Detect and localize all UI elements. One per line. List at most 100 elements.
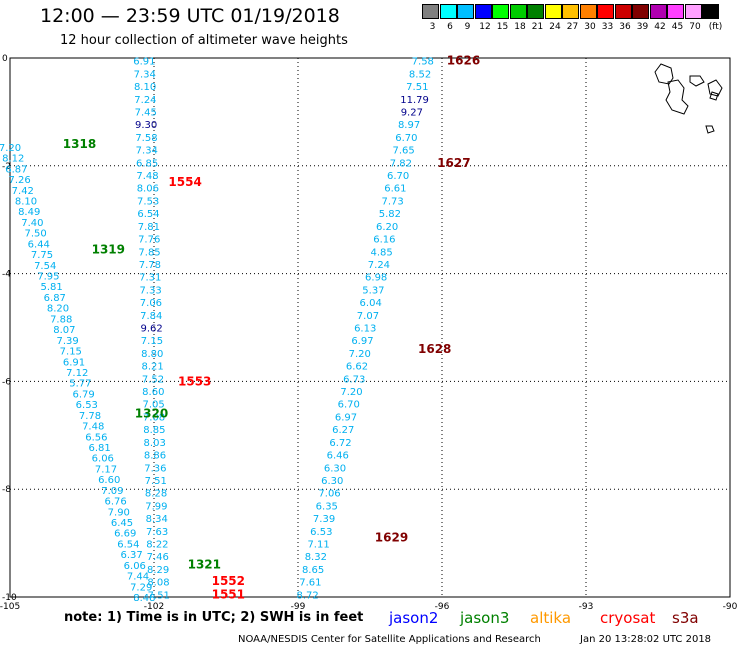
wave-height-value: 7.45 (135, 108, 157, 119)
wave-height-value: 6.60 (98, 475, 120, 486)
wave-height-value: 8.48 (133, 593, 155, 604)
wave-height-value: 7.42 (12, 186, 34, 197)
colorbar-label: 15 (496, 22, 509, 32)
wave-height-value: 7.33 (139, 285, 161, 296)
wave-height-value: 7.48 (136, 171, 158, 182)
latitude-tick-label: -6 (2, 377, 11, 387)
legend-s3a: s3a (672, 609, 699, 627)
wave-height-value: 7.46 (147, 552, 169, 563)
colorbar-cell (579, 4, 597, 19)
wave-height-value: 8.20 (47, 304, 69, 315)
wave-height-value: 6.20 (376, 222, 398, 233)
wave-height-value: 7.75 (31, 250, 53, 261)
pass-number-label: 1554 (168, 175, 201, 189)
wave-height-value: 8.86 (144, 451, 166, 462)
wave-height-value: 5.37 (362, 285, 384, 296)
colorbar-label: 27 (566, 22, 579, 32)
footer-note: note: 1) Time is in UTC; 2) SWH is in fe… (64, 610, 364, 625)
wave-height-value: 8.60 (142, 387, 164, 398)
wave-height-value: 11.79 (400, 95, 429, 106)
wave-height-value: 7.11 (307, 539, 329, 550)
colorbar-cell (562, 4, 579, 19)
wave-height-value: 6.45 (111, 518, 133, 529)
wave-height-value: 7.20 (0, 143, 21, 154)
wave-height-value: 6.91 (133, 57, 155, 68)
island-outline (709, 91, 719, 101)
wave-height-value: 7.29 (130, 582, 152, 593)
colorbar-cell (457, 4, 474, 19)
wave-height-value: 6.46 (327, 451, 349, 462)
colorbar-cell (492, 4, 509, 19)
wave-height-value: 6.04 (360, 298, 382, 309)
wave-height-value: 6.61 (384, 184, 406, 195)
wave-height-value: 6.16 (373, 235, 395, 246)
longitude-tick-label: -93 (579, 602, 594, 612)
wave-height-value: 8.65 (302, 565, 324, 576)
colorbar-cell (614, 4, 632, 19)
wave-height-value: 8.29 (147, 565, 169, 576)
wave-height-value: 9.30 (135, 120, 157, 131)
wave-height-value: 7.61 (299, 578, 321, 589)
wave-height-value: 8.28 (145, 489, 167, 500)
wave-height-value: 6.97 (351, 336, 373, 347)
wave-height-value: 7.58 (135, 133, 157, 144)
wave-height-value: 6.97 (335, 412, 357, 423)
wave-height-value: 7.48 (82, 422, 104, 433)
wave-height-value: 8.72 (296, 590, 318, 601)
colorbar-cell (667, 4, 684, 19)
colorbar-cell (544, 4, 562, 19)
wave-height-value: 8.97 (398, 120, 420, 131)
wave-height-value: 4.85 (371, 247, 393, 258)
longitude-tick-label: -105 (0, 602, 20, 612)
wave-height-value: 7.58 (412, 57, 434, 68)
longitude-tick-label: -90 (723, 602, 738, 612)
island-outline (705, 125, 715, 134)
wave-height-value: 8.08 (147, 578, 169, 589)
wave-height-value: 9.62 (140, 324, 162, 335)
colorbar-label: 6 (447, 22, 453, 32)
wave-height-value: 7.50 (24, 229, 46, 240)
wave-height-value: 8.52 (409, 69, 431, 80)
wave-height-value: 7.08 (143, 412, 165, 423)
wave-height-value: 7.20 (349, 349, 371, 360)
wave-height-value: 6.73 (343, 374, 365, 385)
wave-height-value: 7.76 (138, 235, 160, 246)
wave-height-value: 7.15 (60, 347, 82, 358)
island-outline (654, 63, 674, 85)
colorbar-label: 21 (531, 22, 544, 32)
wave-height-value: 6.87 (44, 293, 66, 304)
wave-height-value: 7.52 (142, 374, 164, 385)
wave-height-value: 7.73 (381, 196, 403, 207)
wave-height-value: 6.98 (365, 273, 387, 284)
colorbar-cell (422, 4, 439, 19)
wave-height-value: 6.44 (28, 239, 50, 250)
wave-height-value: 6.37 (120, 550, 142, 561)
colorbar-label: 18 (514, 22, 526, 32)
wave-height-value: 8.34 (146, 514, 168, 525)
wave-height-value: 7.12 (66, 368, 88, 379)
longitude-tick-label: -102 (144, 602, 164, 612)
wave-height-value: 6.06 (92, 454, 114, 465)
wave-height-value: 9.27 (401, 108, 423, 119)
colorbar-label: 39 (636, 22, 649, 32)
wave-height-value: 7.78 (139, 260, 161, 271)
wave-height-value: 6.70 (338, 400, 360, 411)
wave-height-value: 8.10 (15, 197, 37, 208)
wave-height-value: 8.06 (137, 184, 159, 195)
wave-height-value: 6.06 (124, 561, 146, 572)
wave-height-value: 5.77 (69, 379, 91, 390)
wave-height-value: 6.79 (72, 389, 94, 400)
wave-height-value: 7.39 (313, 514, 335, 525)
colorbar-cell (684, 4, 702, 19)
wave-height-value: 7.05 (143, 400, 165, 411)
wave-height-value: 7.26 (8, 175, 30, 186)
pass-number-label: 1626 (447, 54, 480, 68)
wave-height-value: 5.82 (379, 209, 401, 220)
wave-height-value: 7.63 (146, 527, 168, 538)
credit-text: NOAA/NESDIS Center for Satellite Applica… (238, 634, 541, 645)
wave-height-value: 6.62 (346, 362, 368, 373)
wave-height-value: 6.13 (354, 324, 376, 335)
wave-height-value: 7.51 (145, 476, 167, 487)
wave-height-value: 7.78 (79, 411, 101, 422)
wave-height-value: 5.81 (40, 282, 62, 293)
